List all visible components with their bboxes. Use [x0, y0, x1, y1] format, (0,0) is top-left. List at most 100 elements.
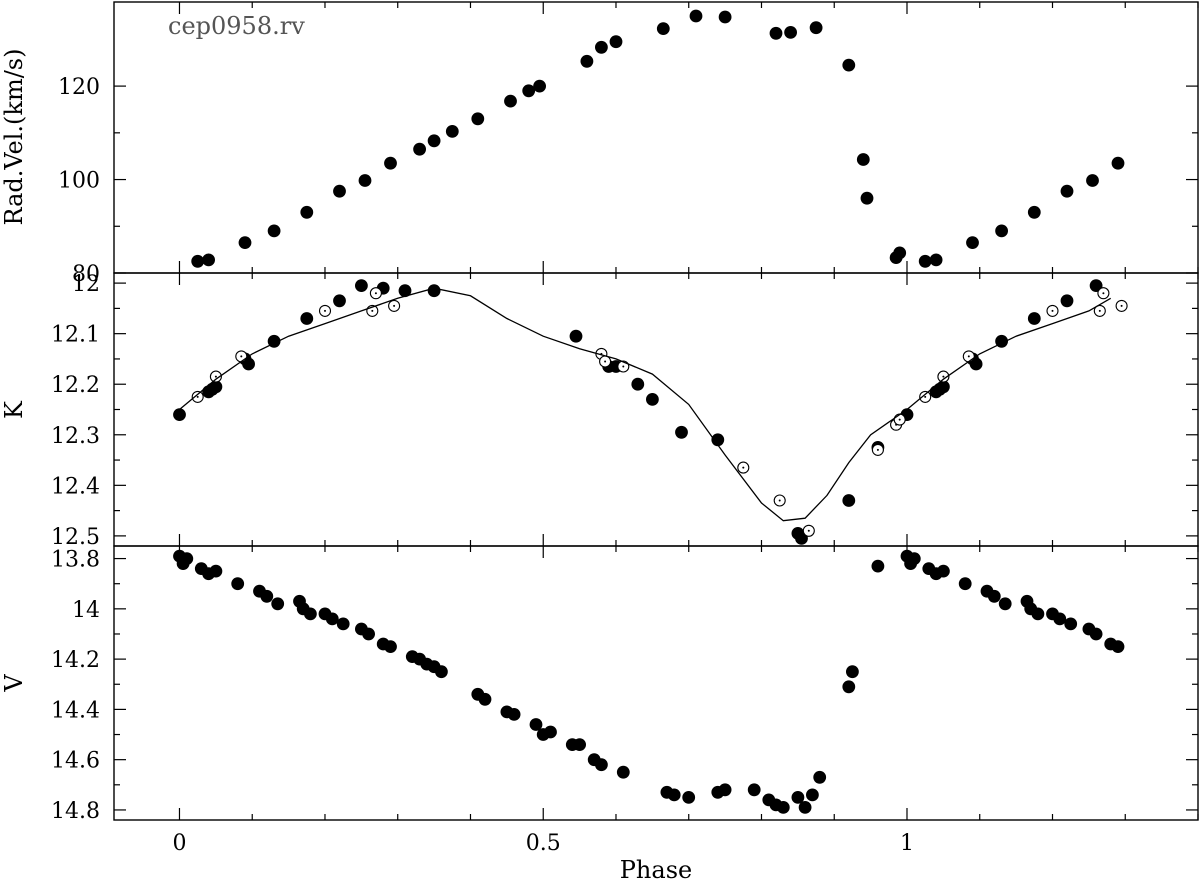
data-point [569, 329, 583, 343]
data-point [533, 79, 546, 93]
open-point-center [196, 395, 199, 398]
x-axis-label: Phase [620, 856, 692, 881]
data-point [682, 791, 696, 804]
data-point [1064, 617, 1078, 631]
data-point [871, 559, 885, 573]
open-point-center [214, 375, 217, 378]
data-point [718, 10, 732, 24]
data-point [1027, 312, 1041, 325]
data-point [1111, 156, 1125, 170]
data-point [809, 21, 823, 35]
data-point [427, 134, 441, 148]
data-point [1086, 174, 1099, 187]
data-point [798, 801, 812, 814]
data-point [998, 597, 1012, 611]
data-point [595, 758, 608, 772]
open-point-center [778, 499, 781, 502]
data-point [806, 788, 819, 802]
y-tick-label: 100 [58, 169, 100, 194]
data-point [616, 765, 630, 779]
data-point [966, 236, 979, 250]
data-point [362, 627, 376, 641]
data-point [1111, 640, 1125, 653]
y-tick-label: 12.3 [51, 424, 100, 449]
y-tick-label: 14.4 [51, 698, 100, 723]
data-point [336, 617, 350, 631]
x-tick-label: 0.5 [526, 831, 561, 856]
x-tick-label: 1 [900, 831, 914, 856]
data-point [1089, 627, 1103, 641]
data-point [907, 552, 921, 565]
data-point [180, 552, 194, 565]
panel-v-band: 13.8 14 14.2 14.4 14.6 14.8 [51, 545, 1199, 824]
data-point [769, 26, 783, 40]
data-point [202, 253, 216, 267]
open-point-center [807, 529, 810, 532]
data-point [718, 783, 732, 797]
open-point-center [1102, 292, 1105, 295]
data-point [595, 40, 608, 54]
data-point [260, 589, 274, 603]
open-point-center [967, 355, 970, 358]
data-point [667, 788, 681, 802]
data-point [937, 564, 950, 578]
data-point [384, 640, 397, 653]
data-point [529, 718, 543, 731]
data-point [791, 791, 805, 804]
open-point-center [742, 466, 745, 469]
y-tick-label: 12 [72, 272, 100, 297]
data-point [689, 9, 703, 23]
data-point [300, 312, 314, 325]
data-point [969, 357, 983, 371]
data-point [303, 607, 317, 621]
data-point [267, 224, 281, 238]
data-point [271, 597, 285, 611]
open-point-center [942, 375, 945, 378]
data-point [427, 284, 441, 298]
data-point [784, 26, 797, 39]
data-point [471, 112, 485, 126]
data-point [209, 564, 223, 578]
x-tick-label: 0 [172, 831, 186, 856]
open-point-center [622, 365, 625, 368]
data-point [1089, 279, 1103, 293]
open-point-center [1051, 309, 1054, 312]
data-point [929, 253, 943, 267]
open-point-center [1120, 304, 1123, 307]
data-point [333, 184, 346, 198]
y-axis-label-radial-velocity: Rad.Vel.(km/s) [0, 49, 28, 226]
data-point [846, 665, 859, 679]
y-tick-label: 14.2 [51, 648, 100, 673]
data-point [580, 54, 594, 68]
data-point [434, 665, 448, 679]
y-tick-label: 12.4 [51, 474, 100, 499]
open-point-center [240, 355, 243, 358]
data-point [354, 279, 368, 293]
data-point [842, 58, 856, 72]
open-point-center [876, 448, 879, 451]
data-point [646, 392, 659, 406]
data-point [300, 205, 314, 219]
y-axis-label-k: K [0, 400, 28, 419]
y-tick-label: 120 [58, 75, 100, 100]
open-point-center [604, 360, 607, 363]
data-point [504, 94, 517, 108]
data-point [173, 408, 186, 422]
data-point [238, 236, 252, 250]
data-point [842, 680, 856, 694]
y-tick-label: 12.1 [51, 323, 100, 348]
panel-radial-velocity: 80 100 120 [58, 1, 1199, 287]
data-point [747, 783, 761, 797]
data-point [1027, 205, 1041, 219]
data-point [842, 494, 856, 507]
y-axis-label-v: V [0, 674, 28, 693]
open-point-center [924, 395, 927, 398]
open-point-center [324, 309, 326, 312]
y-tick-label: 14.8 [51, 799, 100, 824]
data-point [958, 577, 972, 591]
data-point [445, 124, 459, 138]
data-point [413, 142, 427, 156]
data-point [1060, 294, 1074, 308]
open-point-center [898, 418, 901, 421]
y-tick-label: 80 [72, 262, 100, 287]
